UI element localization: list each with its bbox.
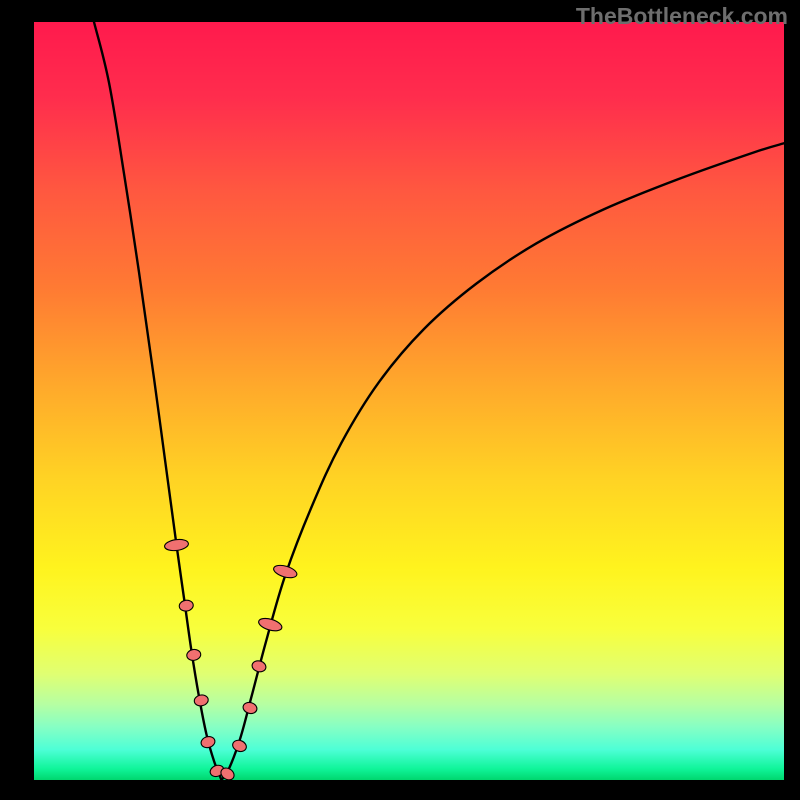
marker-group <box>164 538 298 782</box>
curve-marker <box>257 616 283 633</box>
chart-stage: TheBottleneck.com <box>0 0 800 800</box>
curve-right-branch <box>222 143 785 780</box>
curve-marker <box>164 538 189 552</box>
curve-marker <box>193 694 209 707</box>
curve-marker <box>251 659 267 673</box>
plot-area <box>34 22 784 780</box>
curve-marker <box>200 735 216 749</box>
curve-marker <box>186 648 202 661</box>
curve-marker <box>272 563 298 580</box>
curve-marker <box>242 701 258 715</box>
curves-layer <box>34 22 784 780</box>
curve-marker <box>231 738 248 753</box>
watermark-text: TheBottleneck.com <box>576 3 788 30</box>
curve-marker <box>179 599 194 612</box>
curve-left-branch <box>94 22 222 780</box>
